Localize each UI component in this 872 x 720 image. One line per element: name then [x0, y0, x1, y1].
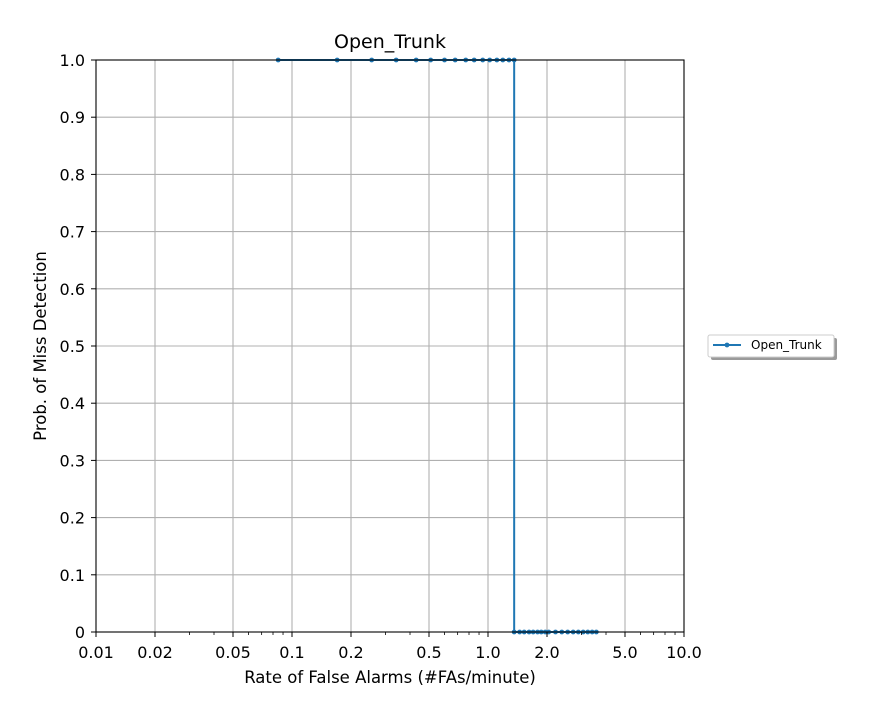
x-tick-label: 2.0	[534, 643, 559, 662]
y-tick-label: 0.3	[60, 451, 85, 470]
y-tick-label: 0.9	[60, 108, 85, 127]
y-tick-label: 0.6	[60, 280, 85, 299]
y-tick-label: 0.4	[60, 394, 85, 413]
legend-series-marker	[724, 342, 730, 348]
x-axis-label: Rate of False Alarms (#FAs/minute)	[244, 668, 536, 687]
x-tick-label: 5.0	[612, 643, 637, 662]
y-tick-label: 0.5	[60, 337, 85, 356]
y-tick-label: 0.8	[60, 165, 85, 184]
y-tick-label: 1.0	[60, 51, 85, 70]
y-tick-label: 0.2	[60, 509, 85, 528]
y-tick-label: 0	[75, 623, 85, 642]
x-tick-label: 0.5	[416, 643, 441, 662]
legend-series-label: Open_Trunk	[751, 338, 822, 352]
axis-ticks: 0.01 0.02 0.05 0.1 0.2 0.5 1.0 2.0 5.0 10.0 0 0.1 0.…	[60, 51, 702, 662]
legend-box	[707, 334, 835, 358]
x-tick-label: 10.0	[666, 643, 702, 662]
y-tick-label: 0.1	[60, 566, 85, 585]
x-tick-label: 0.01	[78, 643, 114, 662]
x-tick-label: 0.2	[338, 643, 363, 662]
y-tick-label: 0.7	[60, 223, 85, 242]
x-tick-label: 1.0	[475, 643, 500, 662]
grid	[96, 60, 684, 632]
legend: Open_Trunk	[707, 334, 837, 360]
y-axis-label: Prob. of Miss Detection	[31, 251, 50, 441]
chart-title: Open_Trunk	[334, 31, 446, 53]
x-tick-label: 0.02	[137, 643, 173, 662]
x-tick-label: 0.05	[215, 643, 251, 662]
x-tick-label: 0.1	[279, 643, 304, 662]
